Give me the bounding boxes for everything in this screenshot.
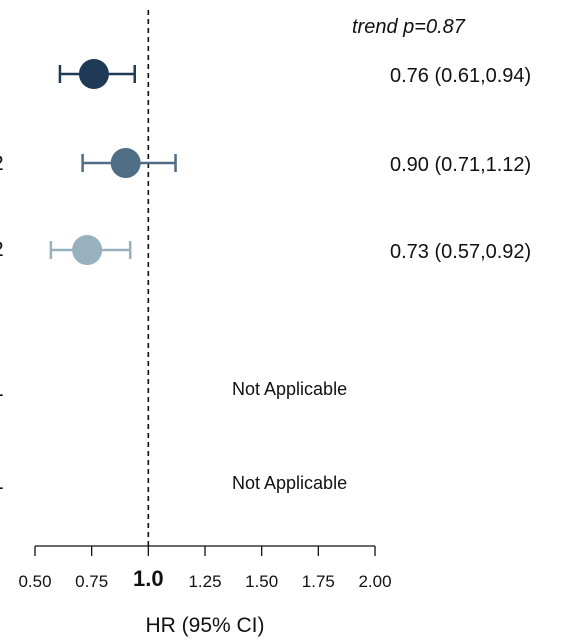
- row-left-label: 1: [0, 472, 4, 493]
- forest-rows: 0.76 (0.61,0.94) 0.90 (0.71,1.12) 0.73 (0.…: [49, 59, 531, 493]
- x-axis-title: HR (95% CI): [145, 614, 264, 637]
- trend-label: trend p=0.87: [352, 16, 466, 38]
- hr-ci-text: 0.73 (0.57,0.92): [390, 241, 531, 263]
- x-tick-label: 1.50: [245, 572, 278, 591]
- hr-ci-text: 0.90 (0.71,1.12): [390, 154, 531, 176]
- x-tick-label: 2.00: [358, 572, 391, 591]
- not-applicable-text: Not Applicable: [232, 473, 347, 493]
- x-tick-label: 1.75: [302, 572, 335, 591]
- hr-point: [72, 235, 103, 265]
- row-left-label: 2: [0, 239, 4, 260]
- hr-ci-text: 0.76 (0.61,0.94): [390, 65, 531, 87]
- row-left-label: 2: [0, 153, 4, 174]
- row-left-label: 1: [0, 379, 4, 400]
- x-tick-label: 1.0: [133, 566, 164, 591]
- x-axis-ticks: 0.50 0.75 1.0 1.25 1.50 1.75 2.00: [18, 546, 392, 591]
- hr-point: [78, 59, 109, 89]
- x-tick-label: 0.50: [18, 572, 51, 591]
- x-tick-label: 1.25: [188, 572, 221, 591]
- x-tick-label: 0.75: [75, 572, 108, 591]
- not-applicable-text: Not Applicable: [232, 379, 347, 399]
- hr-point: [110, 148, 141, 178]
